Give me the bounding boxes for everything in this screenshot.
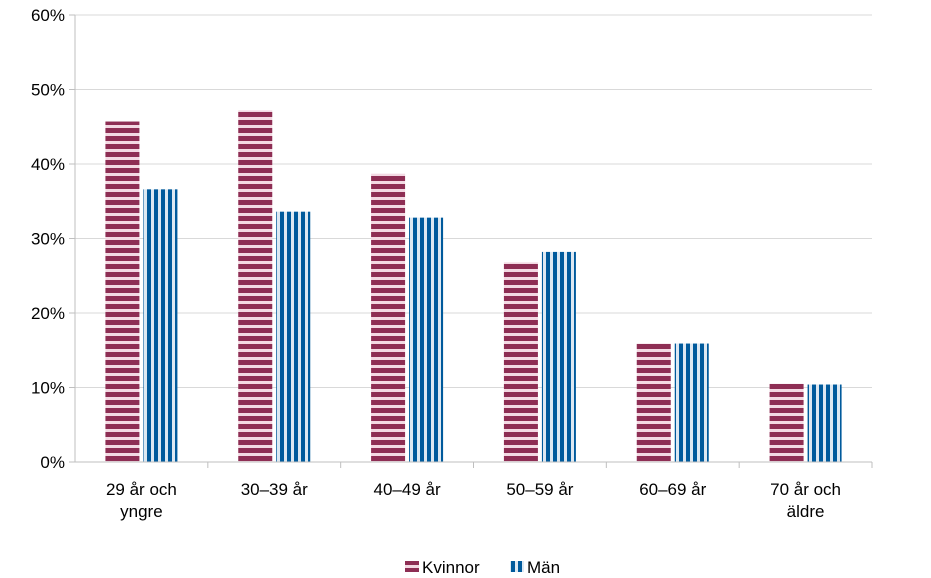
bars (105, 110, 842, 463)
y-tick-label: 60% (31, 6, 65, 25)
x-axis (74, 15, 873, 468)
legend-label: Män (527, 558, 560, 577)
bar-kvinnor (238, 110, 273, 463)
bar-kvinnor (769, 383, 804, 462)
x-tick-label: 40–49 år (374, 480, 441, 499)
y-tick-label: 20% (31, 304, 65, 323)
legend-swatch (405, 561, 419, 572)
bar-kvinnor (371, 173, 406, 462)
bar-män (409, 217, 444, 462)
y-tick-label: 10% (31, 379, 65, 398)
x-tick-label: 60–69 år (639, 480, 706, 499)
y-tick-label: 50% (31, 81, 65, 100)
y-tick-label: 0% (40, 453, 65, 472)
x-tick-label: 30–39 år (241, 480, 308, 499)
legend-swatch (510, 561, 524, 572)
bar-män (143, 189, 178, 462)
x-axis-labels: 29 år och yngre 30–39 år 40–49 år 50–59 år 60… (106, 480, 841, 521)
bar-män (541, 251, 576, 462)
x-tick-label: 70 år och äldre (770, 480, 841, 521)
x-tick-label: 50–59 år (506, 480, 573, 499)
legend: Kvinnor Män (405, 558, 560, 577)
bar-män (276, 211, 311, 462)
legend-label: Kvinnor (422, 558, 480, 577)
bar-kvinnor (105, 121, 140, 462)
bar-kvinnor (636, 343, 671, 462)
x-tick-label: 29 år och yngre (106, 480, 177, 521)
gridlines (69, 14, 872, 463)
y-axis-labels: 0% 10% 20% 30% 40% 50% 60% (31, 6, 65, 472)
bar-män (807, 384, 842, 462)
bar-kvinnor (503, 262, 538, 462)
y-tick-label: 40% (31, 155, 65, 174)
y-tick-label: 30% (31, 230, 65, 249)
bar-män (674, 343, 709, 462)
